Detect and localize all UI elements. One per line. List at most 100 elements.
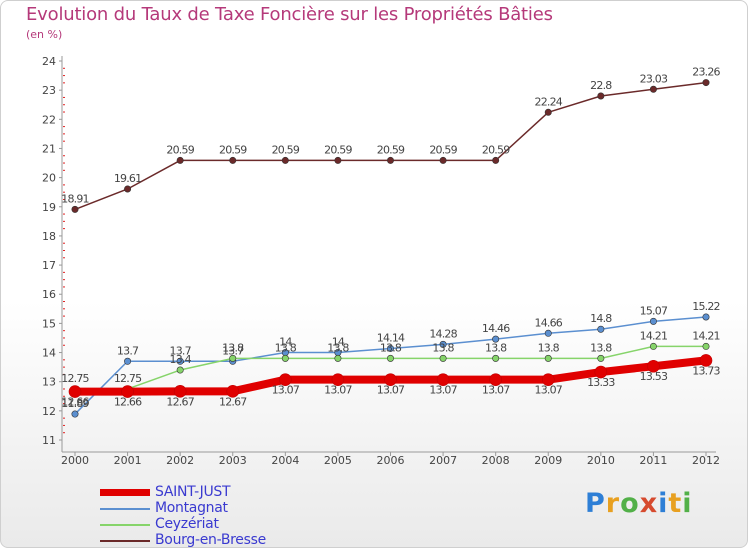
data-point-ceyz-riat <box>702 342 710 350</box>
y-tick-label: 20 <box>42 172 56 185</box>
data-label-bourg-en-bresse: 20.59 <box>272 143 300 156</box>
data-label-montagnat: 13.7 <box>170 344 192 357</box>
data-label-saint-just: 13.07 <box>324 384 352 397</box>
proxiti-logo: Proxiti <box>585 488 693 519</box>
data-point-bourg-en-bresse <box>386 156 394 164</box>
x-tick-label: 2011 <box>639 454 667 467</box>
logo-letter: t <box>668 488 683 519</box>
data-label-montagnat: 14.46 <box>482 322 510 335</box>
data-point-montagnat <box>492 335 500 343</box>
y-tick-label: 21 <box>42 142 56 155</box>
x-tick-label: 2003 <box>219 454 247 467</box>
data-point-montagnat <box>597 325 605 333</box>
data-point-bourg-en-bresse <box>492 156 500 164</box>
data-label-bourg-en-bresse: 19.61 <box>114 172 142 185</box>
data-point-saint-just <box>699 354 713 367</box>
data-label-montagnat: 14.14 <box>377 331 405 344</box>
data-label-ceyz-riat: 13.8 <box>275 341 297 354</box>
data-point-montagnat <box>439 340 447 348</box>
x-tick-label: 2006 <box>377 454 405 467</box>
legend-label-bourg-en-bresse: Bourg-en-Bresse <box>155 532 266 548</box>
data-point-ceyz-riat <box>176 366 184 374</box>
data-label-bourg-en-bresse: 20.59 <box>377 143 405 156</box>
data-point-bourg-en-bresse <box>649 85 657 93</box>
y-tick-label: 24 <box>42 55 56 68</box>
y-tick-label: 11 <box>42 434 56 447</box>
data-label-saint-just: 12.66 <box>114 396 142 409</box>
data-point-bourg-en-bresse <box>544 108 552 116</box>
logo-letter: x <box>639 488 659 519</box>
data-point-saint-just <box>541 373 555 386</box>
y-tick-label: 17 <box>42 259 56 272</box>
data-label-montagnat: 15.07 <box>640 304 668 317</box>
legend-swatch-bourg-en-bresse <box>100 540 150 542</box>
data-label-bourg-en-bresse: 20.59 <box>482 143 510 156</box>
x-tick-label: 2009 <box>534 454 562 467</box>
data-point-saint-just <box>489 373 502 386</box>
data-label-montagnat: 14.8 <box>590 312 612 325</box>
data-point-ceyz-riat <box>334 354 342 362</box>
x-tick-label: 2008 <box>482 454 510 467</box>
data-label-ceyz-riat: 13.8 <box>485 341 507 354</box>
data-label-saint-just: 13.07 <box>535 384 563 397</box>
data-point-saint-just <box>436 373 450 386</box>
y-tick-label: 23 <box>42 84 56 97</box>
y-tick-label: 16 <box>42 288 56 301</box>
x-tick-label: 2001 <box>114 454 142 467</box>
data-label-bourg-en-bresse: 20.59 <box>429 143 457 156</box>
logo-letter: r <box>605 488 621 519</box>
y-tick-label: 13 <box>42 376 56 389</box>
data-point-montagnat <box>544 329 552 337</box>
data-label-saint-just: 13.07 <box>272 384 300 397</box>
legend-label-montagnat: Montagnat <box>155 500 228 516</box>
data-label-bourg-en-bresse: 20.59 <box>219 143 247 156</box>
logo-letter: i <box>682 488 693 519</box>
data-point-ceyz-riat <box>492 354 500 362</box>
legend-label-ceyzeriat: Ceyzériat <box>155 516 219 532</box>
data-label-montagnat: 14.28 <box>429 327 457 340</box>
data-point-saint-just <box>68 385 82 398</box>
data-point-saint-just <box>121 385 134 398</box>
data-label-ceyz-riat: 13.4 <box>170 353 192 366</box>
y-tick-label: 14 <box>42 347 56 360</box>
data-label-bourg-en-bresse: 20.59 <box>166 143 194 156</box>
data-point-saint-just <box>594 365 608 379</box>
data-point-ceyz-riat <box>544 354 552 362</box>
y-tick-label: 18 <box>42 230 56 243</box>
y-tick-label: 15 <box>42 317 56 330</box>
x-tick-label: 2000 <box>61 454 89 467</box>
legend-swatch-ceyzeriat <box>100 524 150 526</box>
data-point-montagnat <box>124 357 132 365</box>
data-point-ceyz-riat <box>281 354 289 362</box>
logo-letter: P <box>585 488 606 519</box>
data-point-montagnat <box>386 344 394 352</box>
data-point-montagnat <box>702 313 710 321</box>
x-tick-label: 2005 <box>324 454 352 467</box>
data-point-ceyz-riat <box>386 354 394 362</box>
data-point-saint-just <box>226 385 240 398</box>
data-label-saint-just: 12.67 <box>219 395 247 408</box>
data-point-ceyz-riat <box>649 342 657 350</box>
data-label-ceyz-riat: 12.75 <box>61 372 89 385</box>
data-label-bourg-en-bresse: 22.24 <box>535 95 563 108</box>
data-label-saint-just: 12.66 <box>61 396 89 409</box>
chart-title: Evolution du Taux de Taxe Foncière sur l… <box>26 4 553 25</box>
data-label-ceyz-riat: 13.8 <box>432 341 454 354</box>
data-point-saint-just <box>279 373 292 386</box>
data-point-ceyz-riat <box>597 354 605 362</box>
data-label-ceyz-riat: 13.8 <box>538 341 560 354</box>
chart-subtitle: (en %) <box>26 28 63 41</box>
data-point-bourg-en-bresse <box>71 205 79 213</box>
logo-letter: i <box>658 488 669 519</box>
y-tick-label: 22 <box>42 113 56 126</box>
legend-swatch-montagnat <box>100 508 150 510</box>
data-label-saint-just: 13.07 <box>429 384 457 397</box>
data-label-saint-just: 13.73 <box>692 364 720 377</box>
data-label-saint-just: 13.53 <box>640 370 668 383</box>
data-point-bourg-en-bresse <box>597 92 605 100</box>
data-label-saint-just: 13.33 <box>587 376 615 389</box>
data-label-montagnat: 13.7 <box>222 344 244 357</box>
data-label-ceyz-riat: 13.8 <box>327 341 349 354</box>
data-point-bourg-en-bresse <box>281 156 289 164</box>
